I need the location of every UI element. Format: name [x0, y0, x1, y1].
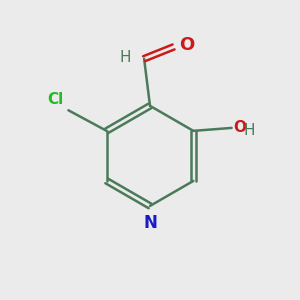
- Text: H: H: [244, 123, 256, 138]
- Text: O: O: [233, 120, 246, 135]
- Text: N: N: [143, 214, 157, 232]
- Text: H: H: [119, 50, 131, 65]
- Text: O: O: [179, 37, 194, 55]
- Text: Cl: Cl: [48, 92, 64, 107]
